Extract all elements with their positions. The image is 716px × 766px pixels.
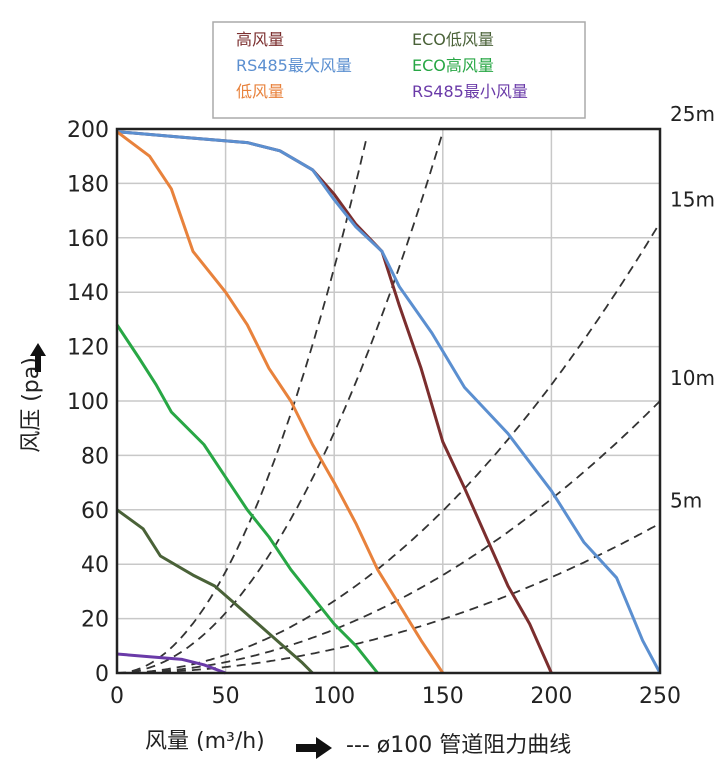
x-tick-label: 100 [313,684,355,709]
y-tick-label: 160 [67,227,109,252]
x-tick-label: 250 [639,684,681,709]
y-tick-label: 140 [67,281,109,306]
duct-curve-20m [117,131,444,674]
y-tick-label: 40 [81,553,109,578]
series-line-eco_low [116,508,314,675]
legend-entry-eco_high: ECO高风量 [412,56,494,75]
y-axis-arrow-icon [30,343,46,372]
legend-entry-rs485_min: RS485最小风量 [412,82,528,101]
grid [116,128,661,674]
series-lines [115,130,662,675]
y-tick-label: 60 [81,499,109,524]
duct-label-10m: 10m [670,366,715,390]
legend-entry-low: 低风量 [236,82,284,101]
x-tick-label: 50 [212,684,240,709]
duct-label-5m: 5m [670,488,702,512]
y-tick-label: 0 [95,662,109,687]
series-line-rs485_min [116,652,227,675]
y-tick-label: 120 [67,336,109,361]
y-ticks: 0 20 40 60 80 100 120 140 160 180 200 [67,118,109,687]
duct-label-15m: 15m [670,188,715,212]
duct-curves [117,131,661,674]
x-ticks: 0 50 100 150 200 250 [110,684,681,709]
x-tick-label: 200 [530,684,572,709]
legend-entry-rs485_max: RS485最大风量 [236,56,352,75]
legend-entry-high: 高风量 [236,30,284,49]
series-line-eco_high [115,323,379,674]
y-tick-label: 80 [81,444,109,469]
plot-frame [115,127,662,675]
x-axis-label: 风量 (m³/h) [145,729,265,754]
x-tick-label: 0 [110,684,124,709]
series-line-rs485_max [116,130,662,674]
duct-labels: 25m20m15m10m5m [498,94,715,512]
y-tick-label: 180 [67,172,109,197]
y-axis-label: 风压 (pa) [19,357,44,453]
x-axis-arrow-icon [296,737,332,759]
y-tick-label: 100 [67,390,109,415]
y-tick-label: 200 [67,118,109,143]
duct-curve-15m [117,222,661,674]
x-tick-label: 150 [422,684,464,709]
duct-label-25m: 25m [670,102,715,126]
legend-entry-eco_low: ECO低风量 [412,30,494,49]
y-tick-label: 20 [81,608,109,633]
duct-note: --- ø100 管道阻力曲线 [346,733,571,758]
duct-curve-10m [117,400,661,674]
legend-box [212,21,586,119]
duct-curve-5m [117,522,661,674]
series-line-low [116,130,445,674]
